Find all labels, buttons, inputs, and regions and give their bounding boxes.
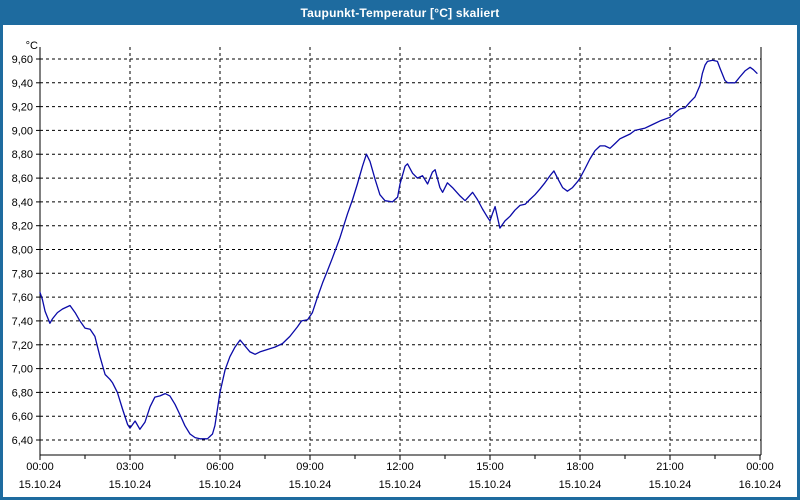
svg-text:7,60: 7,60 bbox=[12, 292, 33, 304]
x-time-label: 03:00 bbox=[116, 461, 144, 473]
x-time-label: 18:00 bbox=[566, 461, 594, 473]
x-date-label: 15.10.24 bbox=[289, 479, 332, 491]
svg-text:6,80: 6,80 bbox=[12, 387, 33, 399]
svg-text:7,80: 7,80 bbox=[12, 268, 33, 280]
x-date-label: 15.10.24 bbox=[199, 479, 242, 491]
chart-area: 9,60 9,40 9,20 9,00 8,80 8,60 8,40 8,20 8,00 7,80… bbox=[0, 25, 800, 500]
svg-text:7,40: 7,40 bbox=[12, 316, 33, 328]
y-tick-marks bbox=[36, 58, 40, 441]
svg-text:8,40: 8,40 bbox=[12, 197, 33, 209]
svg-text:8,20: 8,20 bbox=[12, 221, 33, 233]
svg-text:9,40: 9,40 bbox=[12, 78, 33, 90]
x-time-label: 00:00 bbox=[746, 461, 774, 473]
window-border-bottom bbox=[0, 497, 800, 500]
x-time-label: 15:00 bbox=[476, 461, 504, 473]
x-date-label: 16.10.24 bbox=[739, 479, 782, 491]
svg-text:6,60: 6,60 bbox=[12, 411, 33, 423]
svg-text:7,20: 7,20 bbox=[12, 340, 33, 352]
window-title: Taupunkt-Temperatur [°C] skaliert bbox=[300, 5, 500, 20]
x-date-label: 15.10.24 bbox=[109, 479, 152, 491]
svg-text:8,00: 8,00 bbox=[12, 245, 33, 257]
x-time-label: 06:00 bbox=[206, 461, 234, 473]
x-gridlines bbox=[129, 47, 671, 455]
svg-text:9,00: 9,00 bbox=[12, 125, 33, 137]
x-date-label: 15.10.24 bbox=[19, 479, 62, 491]
y-gridlines bbox=[40, 58, 761, 441]
x-date-label: 15.10.24 bbox=[379, 479, 422, 491]
svg-text:8,60: 8,60 bbox=[12, 173, 33, 185]
x-date-label: 15.10.24 bbox=[649, 479, 692, 491]
temperature-line bbox=[39, 59, 758, 440]
x-tick-labels: 00:00 15.10.24 03:00 15.10.24 06:00 15.10.24 0… bbox=[19, 461, 782, 491]
x-tick-marks bbox=[39, 455, 761, 460]
y-axis-unit-label: °C bbox=[26, 40, 38, 52]
x-time-label: 12:00 bbox=[386, 461, 414, 473]
svg-text:9,20: 9,20 bbox=[12, 102, 33, 114]
title-bar: Taupunkt-Temperatur [°C] skaliert bbox=[0, 0, 800, 25]
svg-text:8,80: 8,80 bbox=[12, 149, 33, 161]
window-border-left bbox=[0, 25, 3, 500]
x-date-label: 15.10.24 bbox=[469, 479, 512, 491]
svg-text:9,60: 9,60 bbox=[12, 54, 33, 66]
x-time-label: 09:00 bbox=[296, 461, 324, 473]
window-border-right bbox=[797, 25, 800, 500]
x-date-label: 15.10.24 bbox=[559, 479, 602, 491]
y-tick-labels: 9,60 9,40 9,20 9,00 8,80 8,60 8,40 8,20 8,00 7,80… bbox=[12, 54, 33, 447]
svg-text:7,00: 7,00 bbox=[12, 364, 33, 376]
svg-text:6,40: 6,40 bbox=[12, 435, 33, 447]
x-time-label: 00:00 bbox=[26, 461, 54, 473]
x-time-label: 21:00 bbox=[656, 461, 684, 473]
